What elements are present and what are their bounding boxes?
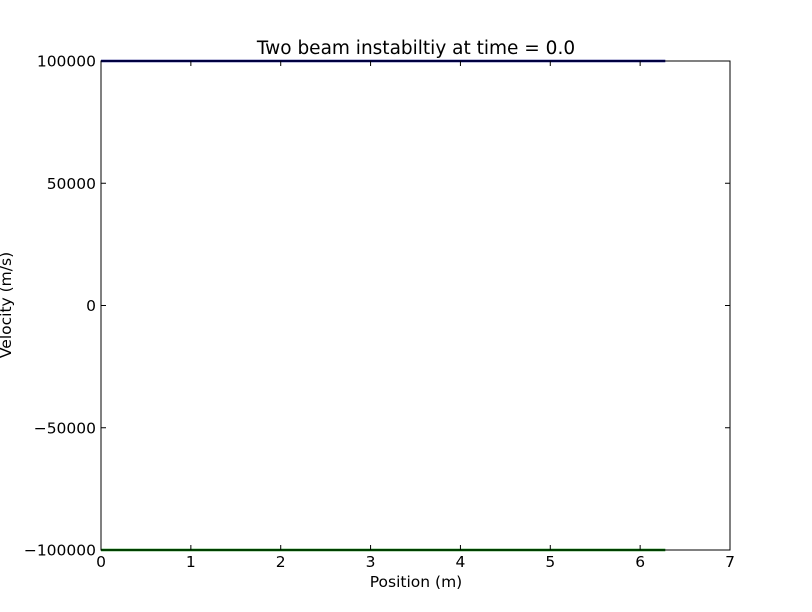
- x-tick-label: 1: [186, 553, 196, 571]
- y-tick-label: 100000: [37, 53, 96, 71]
- x-tick-label: 0: [96, 553, 106, 571]
- x-tick-label: 3: [366, 553, 376, 571]
- x-tick-label: 2: [276, 553, 286, 571]
- chart-title: Two beam instabiltiy at time = 0.0: [256, 38, 575, 59]
- y-tick-label: 0: [86, 297, 96, 315]
- y-tick-label: −50000: [34, 419, 96, 437]
- x-axis: 0 1 2 3 4 5 6 7: [96, 61, 735, 571]
- x-tick-label: 6: [635, 553, 645, 571]
- x-tick-label: 4: [455, 553, 465, 571]
- y-axis-label: Velocity (m/s): [0, 252, 15, 358]
- x-tick-label: 5: [545, 553, 555, 571]
- series-layer: [101, 59, 666, 552]
- plot-frame: [100, 60, 731, 551]
- x-axis-label: Position (m): [370, 573, 462, 591]
- x-tick-label: 7: [725, 553, 735, 571]
- y-tick-label: 50000: [47, 175, 96, 193]
- y-tick-label: −100000: [24, 542, 96, 560]
- y-axis: −100000 −50000 0 50000 100000: [24, 53, 730, 560]
